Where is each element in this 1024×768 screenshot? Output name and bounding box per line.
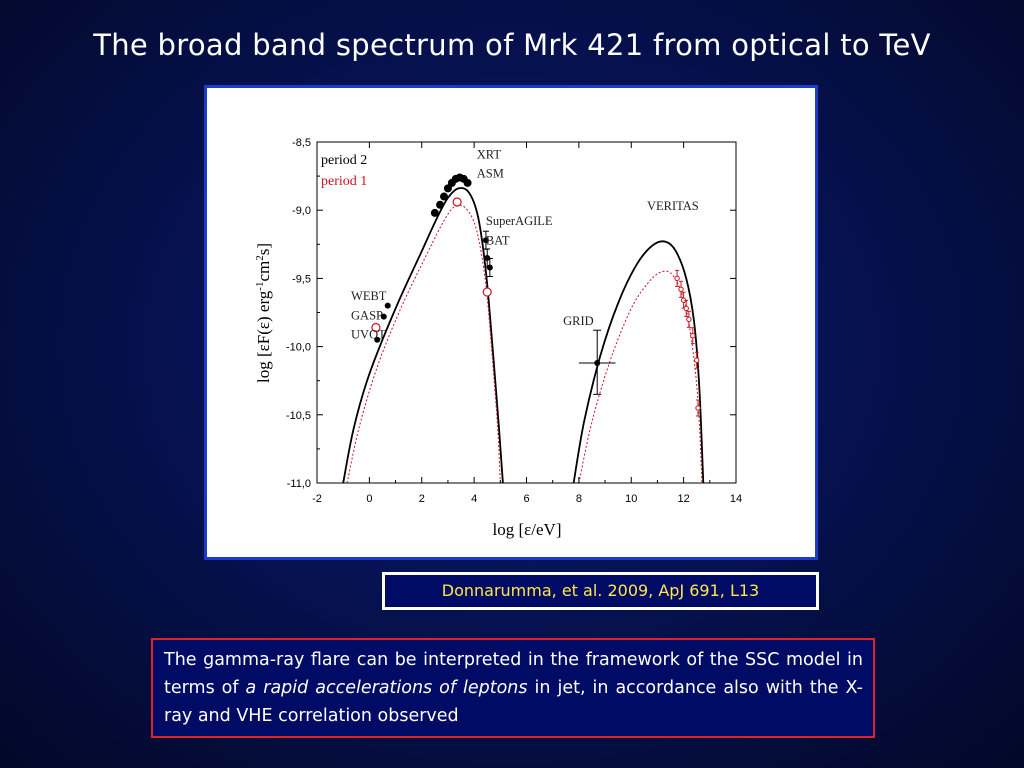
x-tick-label: 6: [523, 493, 529, 505]
period-1-point: [482, 287, 492, 297]
legend-period-1: period 1: [321, 174, 367, 189]
annotation-veritas: VERITAS: [647, 199, 699, 213]
sed-chart: -2 0 2 4 6 8 10 12 14 -11,0 -10,5 -10,0 -9,5 -9,0 -8,5…: [254, 137, 742, 539]
period-2-point: [374, 336, 381, 343]
veritas-point: [690, 332, 696, 339]
annotation-grid: GRID: [563, 314, 594, 328]
caption-box: The gamma-ray flare can be interpreted i…: [151, 638, 875, 738]
period-2-point: [384, 302, 391, 309]
period-1-point: [371, 322, 381, 333]
period-2-point: [486, 264, 493, 271]
y-tick-label: -9,5: [292, 273, 311, 285]
y-tick-label: -10,0: [286, 342, 311, 354]
period-2-point: [463, 178, 472, 187]
annotation-webt: WEBT: [351, 289, 387, 303]
x-tick-label: 12: [678, 493, 690, 505]
slide-title: The broad band spectrum of Mrk 421 from …: [93, 28, 931, 62]
veritas-point: [694, 357, 700, 363]
caption-emphasis: a rapid accelerations of leptons: [245, 678, 528, 698]
veritas-point: [695, 405, 701, 411]
y-tick-label: -11,0: [287, 478, 311, 490]
period-2-point: [436, 200, 445, 209]
synchrotron-curve-period-2: [342, 187, 504, 484]
annotation-uvot: UVOT: [351, 327, 386, 341]
period-2-point: [380, 313, 387, 320]
annotation-asm: ASM: [477, 166, 504, 180]
y-tick-label: -8,5: [292, 137, 311, 149]
caption-text-end: in jet, in accordance also with the X-ra…: [164, 678, 863, 726]
x-tick-label: 4: [471, 493, 477, 505]
inverse-compton-curve-period-1: [578, 270, 703, 484]
period-2-point: [484, 254, 491, 261]
x-tick-label: 14: [730, 493, 742, 505]
annotation-xrt: XRT: [477, 147, 502, 161]
x-tick-label: 8: [576, 493, 582, 505]
x-tick-label: 0: [366, 493, 372, 505]
citation-box: Donnarumma, et al. 2009, ApJ 691, L13: [382, 572, 819, 610]
period-1-point: [452, 197, 462, 207]
veritas-point: [678, 286, 684, 293]
x-tick-label: 10: [625, 493, 637, 505]
y-tick-label: -9,0: [292, 205, 311, 217]
figure-panel: -2 0 2 4 6 8 10 12 14 -11,0 -10,5 -10,0 -9,5 -9,0 -8,5…: [204, 85, 818, 560]
annotation-superagile: SuperAGILE: [486, 214, 553, 228]
veritas-point: [674, 275, 680, 282]
period-2-point: [440, 192, 449, 201]
legend-period-2: period 2: [321, 153, 367, 168]
x-tick-label: 2: [419, 493, 425, 505]
veritas-point: [686, 316, 692, 323]
x-tick-label: -2: [312, 493, 322, 505]
period-2-point: [430, 208, 439, 217]
period-2-point: [594, 359, 601, 366]
x-axis-label: log [ε/eV]: [493, 520, 562, 539]
y-tick-label: -10,5: [286, 410, 311, 422]
annotation-bat: BAT: [486, 233, 510, 247]
veritas-point: [683, 305, 689, 312]
y-axis-label: log [εF(ε) erg-1cm2s]: [254, 243, 273, 383]
inverse-compton-curve-period-2: [572, 240, 705, 484]
annotation-gasp: GASP: [351, 308, 383, 322]
caption-text-start: The gamma-ray flare can be interpreted i…: [164, 650, 863, 698]
period-2-point: [482, 237, 489, 244]
